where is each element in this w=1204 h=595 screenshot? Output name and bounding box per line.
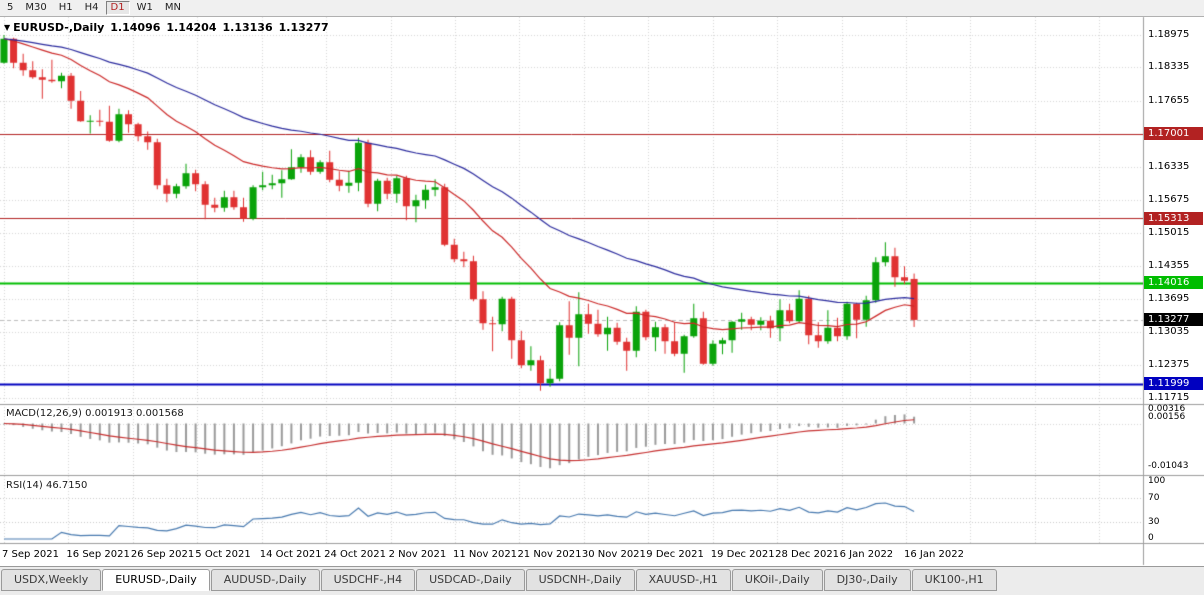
- timeframe-button-m30[interactable]: M30: [25, 2, 47, 13]
- timeframe-button-5[interactable]: 5: [7, 2, 14, 13]
- legend-high: 1.14204: [166, 21, 217, 34]
- chart-tab-usdcnh-daily[interactable]: USDCNH-,Daily: [525, 569, 635, 591]
- chart-tab-usdcad-daily[interactable]: USDCAD-,Daily: [416, 569, 525, 591]
- legend-symbol: EURUSD-,Daily: [13, 21, 105, 34]
- timeframe-button-w1[interactable]: W1: [136, 2, 153, 13]
- resistance-lower-price-label: 1.15313: [1144, 211, 1203, 225]
- chart-tab-audusd-daily[interactable]: AUDUSD-,Daily: [210, 569, 320, 591]
- price-axis-tick: 1.14355: [1148, 260, 1190, 271]
- price-axis-tick: 1.11715: [1148, 392, 1190, 403]
- chart-tab-dj30-daily[interactable]: DJ30-,Daily: [823, 569, 911, 591]
- chart-tab-eurusd-daily[interactable]: EURUSD-,Daily: [102, 569, 210, 591]
- date-axis-label: 11 Nov 2021: [453, 549, 518, 560]
- legend-open: 1.14096: [110, 21, 161, 34]
- rsi-indicator-label: RSI(14) 46.7150: [6, 480, 88, 491]
- chart-tab-usdx-weekly[interactable]: USDX,Weekly: [1, 569, 102, 591]
- date-axis-label: 9 Dec 2021: [646, 549, 704, 560]
- timeframe-button-h4[interactable]: H4: [84, 2, 99, 13]
- price-axis-tick: 1.18335: [1148, 61, 1190, 72]
- rsi-axis-30: 30: [1148, 517, 1160, 527]
- support-blue-price-label: 1.11999: [1144, 377, 1203, 391]
- price-axis-tick: 1.13695: [1148, 293, 1190, 304]
- price-axis-tick: 1.15675: [1148, 194, 1190, 205]
- date-axis-label: 21 Nov 2021: [517, 549, 582, 560]
- date-axis-label: 16 Sep 2021: [66, 549, 130, 560]
- legend-close: 1.13277: [278, 21, 329, 34]
- current-price-price-label: 1.13277: [1144, 313, 1203, 327]
- rsi-axis-70: 70: [1148, 493, 1160, 503]
- rsi-axis-0: 0: [1148, 533, 1154, 543]
- legend-low: 1.13136: [222, 21, 273, 34]
- date-axis-label: 7 Sep 2021: [2, 549, 60, 560]
- price-axis-tick: 1.13035: [1148, 326, 1190, 337]
- timeframe-toolbar: 5 M30 H1 H4 D1 W1 MN: [0, 0, 1204, 17]
- date-axis-label: 24 Oct 2021: [324, 549, 386, 560]
- price-axis-tick: 1.15015: [1148, 227, 1190, 238]
- chart-legend: ▼ EURUSD-,Daily 1.14096 1.14204 1.13136 …: [4, 21, 335, 34]
- price-axis-tick: 1.12375: [1148, 359, 1190, 370]
- chart-tab-xauusd-h1[interactable]: XAUUSD-,H1: [635, 569, 731, 591]
- date-axis-label: 28 Dec 2021: [775, 549, 840, 560]
- resistance-upper-price-label: 1.17001: [1144, 127, 1203, 141]
- price-axis-tick: 1.16335: [1148, 161, 1190, 172]
- support-green-price-label: 1.14016: [1144, 276, 1203, 290]
- symbol-marker-icon: ▼: [4, 23, 11, 32]
- date-axis-label: 26 Sep 2021: [130, 549, 195, 560]
- date-axis-label: 6 Jan 2022: [839, 549, 894, 560]
- date-axis-label: 16 Jan 2022: [904, 549, 964, 560]
- date-axis-label: 14 Oct 2021: [259, 549, 322, 560]
- rsi-axis-100: 100: [1148, 476, 1166, 486]
- macd-axis-max: 0.00316: [1148, 404, 1186, 414]
- timeframe-button-d1[interactable]: D1: [105, 1, 130, 15]
- timeframe-button-mn[interactable]: MN: [164, 2, 181, 13]
- date-axis-label: 5 Oct 2021: [195, 549, 251, 560]
- chart-tab-bar: USDX,Weekly EURUSD-,Daily AUDUSD-,Daily USD…: [0, 566, 1204, 595]
- chart-tab-ukoil-daily[interactable]: UKOil-,Daily: [731, 569, 823, 591]
- macd-axis-min: -0.01043: [1148, 461, 1189, 471]
- chart-tab-uk100-h1[interactable]: UK100-,H1: [911, 569, 997, 591]
- macd-axis-current: 0.00156: [1148, 412, 1186, 422]
- date-axis-label: 2 Nov 2021: [388, 549, 447, 560]
- price-axis-tick: 1.18975: [1148, 29, 1190, 40]
- date-axis-label: 19 Dec 2021: [710, 549, 775, 560]
- macd-indicator-label: MACD(12,26,9) 0.001913 0.001568: [6, 408, 184, 419]
- timeframe-button-h1[interactable]: H1: [58, 2, 73, 13]
- date-axis-label: 30 Nov 2021: [581, 549, 646, 560]
- chart-tab-usdchf-h4[interactable]: USDCHF-,H4: [320, 569, 416, 591]
- price-axis-tick: 1.17655: [1148, 95, 1190, 106]
